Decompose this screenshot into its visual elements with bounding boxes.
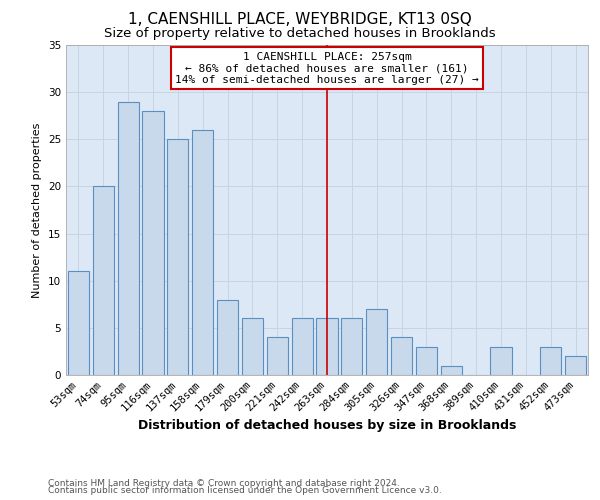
Text: Contains public sector information licensed under the Open Government Licence v3: Contains public sector information licen… (48, 486, 442, 495)
Bar (316, 318, 338, 375)
Bar (68, 272, 89, 375)
Bar (366, 309, 387, 375)
Bar (565, 356, 586, 375)
Bar (93, 186, 114, 375)
Bar (441, 366, 462, 375)
Text: Size of property relative to detached houses in Brooklands: Size of property relative to detached ho… (104, 28, 496, 40)
Text: 1, CAENSHILL PLACE, WEYBRIDGE, KT13 0SQ: 1, CAENSHILL PLACE, WEYBRIDGE, KT13 0SQ (128, 12, 472, 28)
Text: 1 CAENSHILL PLACE: 257sqm
← 86% of detached houses are smaller (161)
14% of semi: 1 CAENSHILL PLACE: 257sqm ← 86% of detac… (175, 52, 479, 85)
Bar (341, 318, 362, 375)
Y-axis label: Number of detached properties: Number of detached properties (32, 122, 43, 298)
Bar (292, 318, 313, 375)
Bar (118, 102, 139, 375)
Text: Contains HM Land Registry data © Crown copyright and database right 2024.: Contains HM Land Registry data © Crown c… (48, 478, 400, 488)
Bar (540, 346, 561, 375)
Bar (142, 111, 164, 375)
Bar (416, 346, 437, 375)
Bar (242, 318, 263, 375)
Bar (167, 140, 188, 375)
Bar (490, 346, 512, 375)
Bar (192, 130, 213, 375)
Bar (267, 338, 288, 375)
Bar (391, 338, 412, 375)
Bar (217, 300, 238, 375)
X-axis label: Distribution of detached houses by size in Brooklands: Distribution of detached houses by size … (138, 419, 516, 432)
